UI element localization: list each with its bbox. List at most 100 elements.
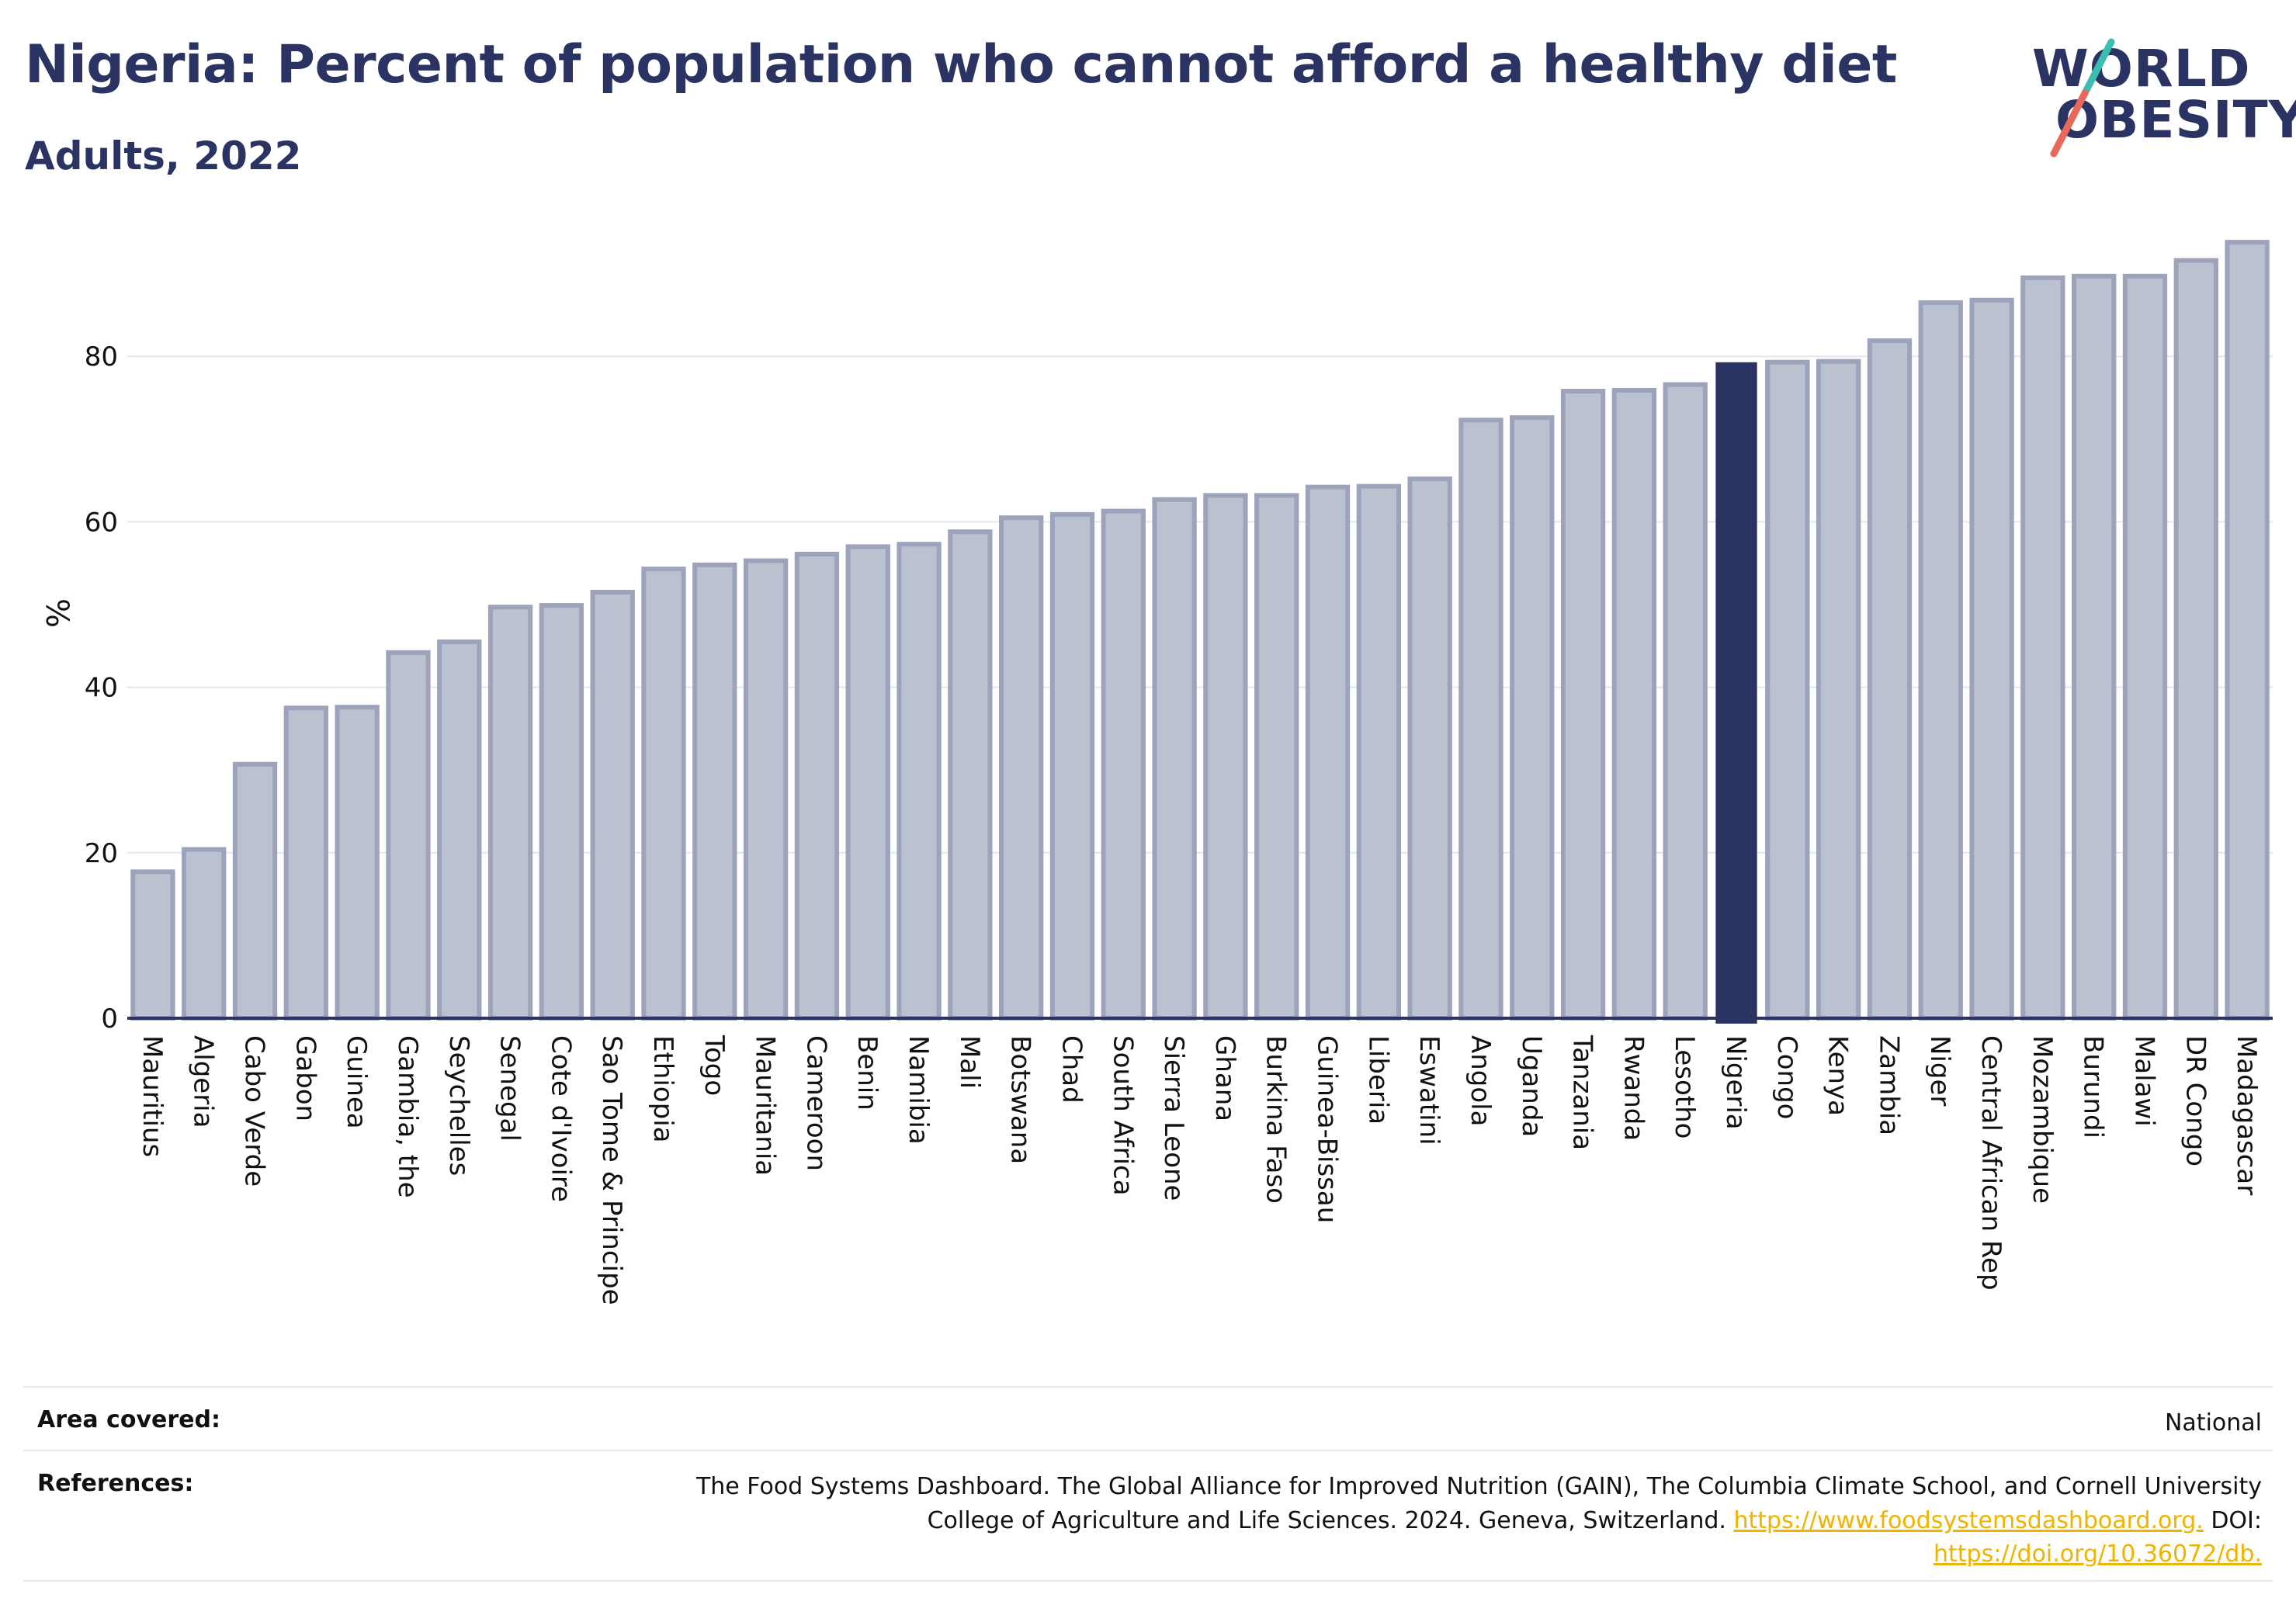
x-tick-label: Seychelles [443, 1035, 474, 1176]
x-tick-label: Ghana [1209, 1035, 1240, 1121]
bar-madagascar [2225, 240, 2270, 1021]
doi-link[interactable]: https://doi.org/10.36072/db. [1934, 1541, 2262, 1568]
x-tick-label: Niger [1924, 1035, 1955, 1106]
x-tick-label: Togo [699, 1035, 730, 1096]
bar-dr-congo [2173, 258, 2218, 1021]
x-tick-label: Benin [851, 1035, 883, 1111]
x-tick-label: Eswatini [1413, 1035, 1445, 1145]
x-tick-label: Central African Rep [1975, 1035, 2006, 1291]
x-tick-label: Lesotho [1669, 1035, 1700, 1139]
bar-burkina-faso [1254, 493, 1299, 1021]
bar-chad [1049, 511, 1095, 1021]
references-line-3: https://doi.org/10.36072/db. [696, 1537, 2262, 1572]
y-axis-label: % [39, 598, 75, 628]
bar-gabon [283, 705, 328, 1021]
bar-zambia [1867, 338, 1913, 1021]
bar-lesotho [1663, 382, 1708, 1021]
logo-slash-icon [2050, 38, 2115, 158]
x-tick-label: Nigeria [1720, 1035, 1751, 1130]
bar-togo [692, 562, 737, 1021]
x-tick-label: Malawi [2128, 1035, 2159, 1127]
divider [23, 1386, 2273, 1388]
x-tick-label: Burundi [2078, 1035, 2109, 1139]
x-tick-label: Burkina Faso [1261, 1035, 1292, 1204]
bar-cabo-verde [232, 761, 278, 1021]
x-tick-label: Sierra Leone [1158, 1035, 1189, 1201]
bar-rwanda [1611, 387, 1657, 1021]
bar-gambia-the [386, 650, 431, 1021]
x-tick-label: Namibia [903, 1035, 934, 1145]
x-tick-label: Madagascar [2231, 1035, 2262, 1195]
x-tick-label: Guinea [341, 1035, 372, 1129]
bar-burundi [2072, 273, 2117, 1021]
x-tick-label: Cabo Verde [239, 1035, 270, 1187]
references-line-2-text: College of Agriculture and Life Sciences… [927, 1506, 1726, 1534]
x-tick-label: Senegal [494, 1035, 525, 1142]
x-tick-label: Kenya [1823, 1035, 1854, 1116]
dashboard-link[interactable]: https://www.foodsystemsdashboard.org. [1733, 1506, 2204, 1534]
x-tick-label: Zambia [1873, 1035, 1904, 1135]
x-tick-label: Botswana [1005, 1035, 1036, 1164]
world-obesity-logo: WORLD OBESITY [2018, 37, 2296, 169]
x-tick-label: Gabon [290, 1035, 321, 1121]
bar-botswana [999, 515, 1044, 1021]
x-tick-label: Ethiopia [647, 1035, 678, 1142]
x-tick-label: Tanzania [1567, 1035, 1598, 1150]
x-tick-label: Mauritania [750, 1035, 781, 1176]
bar-sao-tome-principe [590, 590, 635, 1021]
x-tick-label: DR Congo [2180, 1035, 2211, 1166]
divider [23, 1580, 2273, 1582]
bar-eswatini [1407, 476, 1452, 1021]
y-tick-label: 60 [85, 507, 118, 538]
x-tick-label: Guinea-Bissau [1312, 1035, 1343, 1223]
x-tick-label: Gambia, the [392, 1035, 423, 1198]
bar-benin [845, 544, 890, 1021]
bar-sierra-leone [1152, 497, 1197, 1021]
bar-uganda [1510, 415, 1555, 1021]
x-tick-label: Cote d'Ivoire [545, 1035, 576, 1202]
bar-mauritius [130, 869, 175, 1021]
x-tick-label: Sao Tome & Principe [596, 1035, 627, 1305]
x-tick-label: Liberia [1362, 1035, 1393, 1125]
chart-subtitle: Adults, 2022 [25, 133, 302, 178]
x-tick-label: Congo [1771, 1035, 1802, 1119]
bar-nigeria [1715, 362, 1757, 1024]
x-tick-label: Algeria [188, 1035, 219, 1128]
bar-mauritania [743, 558, 789, 1021]
x-tick-label: South Africa [1107, 1035, 1138, 1196]
references-line-1: The Food Systems Dashboard. The Global A… [695, 1473, 2262, 1500]
logo-line-2: OBESITY [2055, 90, 2296, 150]
references-line-2: College of Agriculture and Life Sciences… [696, 1504, 2262, 1538]
x-tick-label: Mauritius [137, 1035, 168, 1157]
bar-tanzania [1560, 389, 1606, 1021]
bar-cote-d-ivoire [539, 603, 584, 1021]
bar-angola [1458, 418, 1503, 1021]
bar-chart: 0 20 40 60 80% Mauritius Algeria Cabo Verde Gabo… [39, 240, 2273, 1305]
doi-label: DOI: [2211, 1506, 2262, 1534]
y-tick-label: 0 [101, 1003, 118, 1035]
references-label: References: [37, 1470, 194, 1497]
chart-title: Nigeria: Percent of population who canno… [25, 34, 1897, 95]
y-tick-label: 80 [85, 341, 118, 373]
x-tick-label: Rwanda [1618, 1035, 1649, 1141]
bar-malawi [2122, 273, 2168, 1021]
x-tick-label: Chad [1056, 1035, 1087, 1104]
x-tick-label: Mali [954, 1035, 985, 1089]
area-covered-label: Area covered: [37, 1406, 220, 1433]
bar-namibia [897, 542, 942, 1021]
bar-central-african-rep [1969, 297, 2014, 1021]
y-tick-label: 20 [85, 838, 118, 869]
references-text: The Food Systems Dashboard. The Global A… [696, 1470, 2262, 1572]
logo-line-1: WORLD [2032, 39, 2251, 99]
bar-congo [1765, 359, 1810, 1021]
x-tick-label: Cameroon [800, 1035, 831, 1171]
bar-guinea-bissau [1305, 484, 1351, 1021]
area-covered-value: National [2164, 1409, 2262, 1437]
bar-kenya [1816, 359, 1861, 1021]
x-tick-label: Mozambique [2027, 1035, 2058, 1204]
bar-south-africa [1101, 508, 1146, 1021]
y-tick-label: 40 [85, 673, 118, 704]
x-tick-label: Angola [1465, 1035, 1496, 1126]
x-tick-label: Uganda [1516, 1035, 1547, 1137]
bar-seychelles [437, 639, 482, 1021]
